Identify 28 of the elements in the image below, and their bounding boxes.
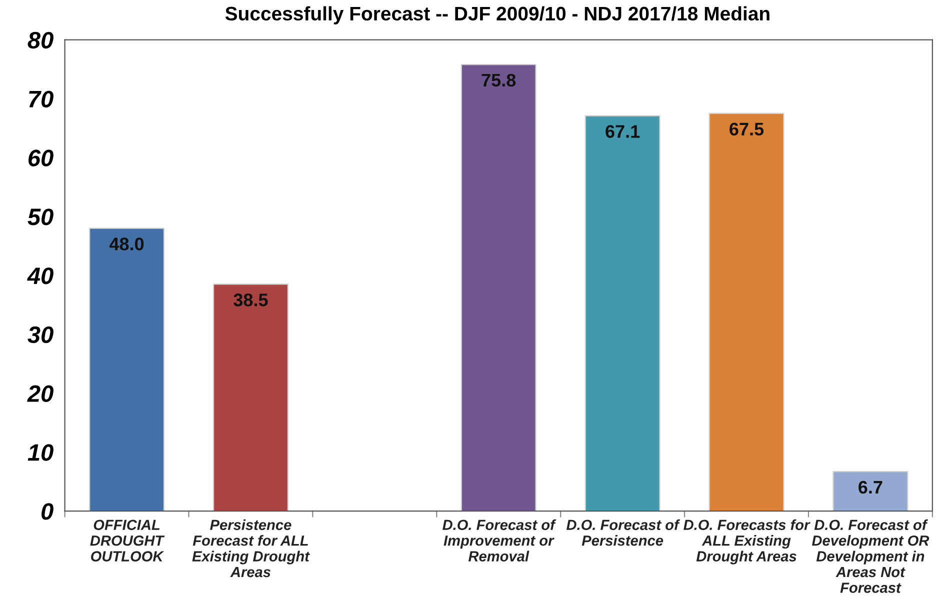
x-tick-label: D.O. Forecast of Development OR Development in Areas Not Forecast: [812, 519, 930, 593]
chart-title: Successfully Forecast -- DJF 2009/10 - NDJ 2017/18 Median: [225, 6, 770, 24]
bar: [708, 112, 784, 512]
data-label: 67.1: [606, 125, 640, 138]
bar: [212, 284, 288, 512]
data-label: 6.7: [858, 480, 882, 494]
bar: [460, 64, 536, 512]
data-label: 75.8: [482, 74, 516, 87]
y-tick-label: 20: [27, 385, 54, 402]
bar: [832, 471, 908, 512]
bar: [89, 228, 165, 512]
x-tick-label: D.O. Forecast of Improvement or Removal: [442, 519, 556, 562]
data-label: 38.5: [234, 294, 268, 306]
y-tick-label: 80: [28, 32, 54, 49]
y-tick-label: 60: [28, 150, 54, 166]
y-tick-label: 30: [28, 326, 54, 344]
bar: [584, 115, 660, 512]
x-tick-label: D.O. Forecasts for ALL Existing Drought Areas: [684, 519, 810, 564]
data-label: 67.5: [730, 122, 764, 136]
y-tick-label: 40: [27, 267, 54, 284]
data-label: 48.0: [109, 238, 144, 250]
x-tick-label: Persistence Forecast for ALL Existing Drought Areas: [192, 519, 310, 578]
y-tick-label: 70: [29, 90, 54, 108]
y-tick-label: 10: [28, 444, 54, 461]
x-tick-label: OFFICIAL DROUGHT OUTLOOK: [90, 520, 165, 562]
x-tick-label: D.O. Forecast of Persistence: [566, 519, 680, 546]
y-tick-label: 0: [42, 503, 54, 520]
y-tick-label: 50: [28, 208, 54, 226]
